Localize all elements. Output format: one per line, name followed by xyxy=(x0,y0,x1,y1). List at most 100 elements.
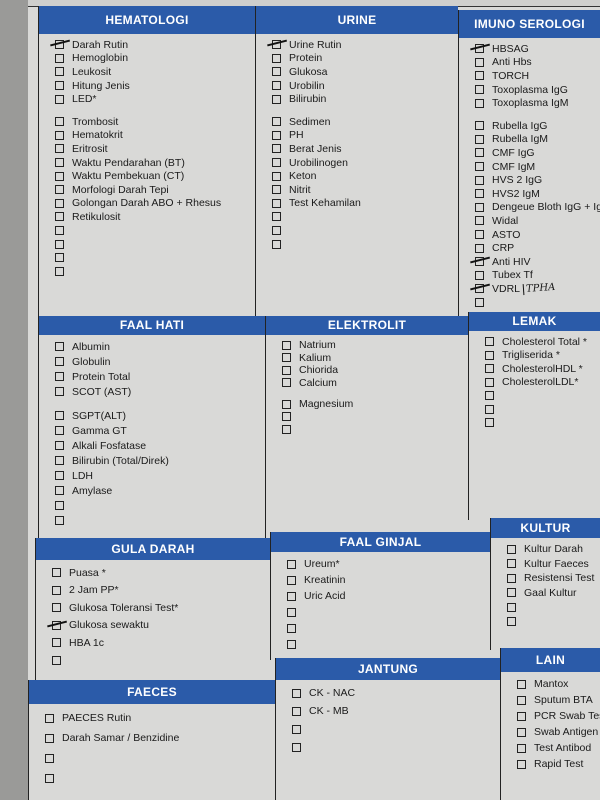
test-item[interactable]: Chiorida xyxy=(282,364,468,377)
checkbox[interactable] xyxy=(485,418,494,428)
test-item[interactable]: Glukosa sewaktu xyxy=(52,617,270,635)
test-item[interactable]: Nitrit xyxy=(272,183,458,197)
checkbox[interactable] xyxy=(475,175,484,185)
checkbox[interactable] xyxy=(55,212,64,222)
test-item[interactable]: Resistensi Test xyxy=(507,571,600,586)
checkbox[interactable] xyxy=(55,486,64,495)
checkbox[interactable] xyxy=(55,171,64,181)
test-item[interactable]: Keton xyxy=(272,169,458,183)
checkbox[interactable] xyxy=(45,773,54,783)
checkbox[interactable] xyxy=(55,253,64,263)
test-item[interactable]: CholesterolLDL* xyxy=(485,376,600,390)
test-item[interactable] xyxy=(475,296,600,310)
test-item[interactable]: Glukosa xyxy=(272,65,458,79)
test-item[interactable] xyxy=(507,600,600,615)
test-item[interactable]: CRP xyxy=(475,241,600,255)
checkbox[interactable] xyxy=(55,94,64,104)
test-item[interactable]: Darah Rutin xyxy=(55,38,255,52)
checkbox[interactable] xyxy=(485,391,494,401)
test-item[interactable]: Uric Acid xyxy=(287,588,490,604)
checkbox[interactable] xyxy=(272,158,281,168)
test-item[interactable] xyxy=(507,615,600,630)
checkbox[interactable] xyxy=(475,98,484,108)
test-item[interactable] xyxy=(55,224,255,238)
checkbox[interactable] xyxy=(272,67,281,77)
test-item[interactable] xyxy=(55,513,265,528)
checkbox[interactable] xyxy=(272,94,281,104)
test-item[interactable]: HBA 1c xyxy=(52,634,270,652)
test-item[interactable]: Puasa * xyxy=(52,564,270,582)
checkbox[interactable] xyxy=(282,424,291,434)
checkbox[interactable] xyxy=(517,759,526,769)
checkbox[interactable] xyxy=(475,57,484,67)
test-item[interactable] xyxy=(287,604,490,620)
test-item[interactable]: Mantox xyxy=(517,676,600,692)
test-item[interactable]: Natrium xyxy=(282,339,468,352)
test-item[interactable]: Urobilin xyxy=(272,79,458,93)
test-item[interactable]: Morfologi Darah Tepi xyxy=(55,183,255,197)
checkbox[interactable] xyxy=(52,568,61,578)
test-item[interactable]: Darah Samar / Benzidine xyxy=(45,728,275,748)
checkbox[interactable] xyxy=(517,743,526,753)
test-item[interactable]: LED* xyxy=(55,92,255,106)
checkbox[interactable] xyxy=(55,342,64,351)
checkbox[interactable] xyxy=(52,638,61,648)
test-item[interactable] xyxy=(55,251,255,265)
checkbox[interactable] xyxy=(272,212,281,222)
test-item[interactable]: CMF IgM xyxy=(475,160,600,174)
checkbox[interactable] xyxy=(282,412,291,422)
checkbox[interactable] xyxy=(485,404,494,414)
test-item[interactable]: Waktu Pendarahan (BT) xyxy=(55,156,255,170)
checkbox[interactable] xyxy=(272,53,281,63)
test-item[interactable]: Gamma GT xyxy=(55,423,265,438)
checkbox[interactable] xyxy=(517,695,526,705)
test-item[interactable] xyxy=(45,748,275,768)
checkbox[interactable] xyxy=(475,162,484,172)
checkbox[interactable] xyxy=(507,573,516,583)
test-item[interactable]: Anti HIV xyxy=(475,255,600,269)
test-item[interactable]: Kreatinin xyxy=(287,572,490,588)
test-item[interactable]: PH xyxy=(272,129,458,143)
checked-checkbox[interactable] xyxy=(52,620,61,630)
test-item[interactable]: Bilirubin xyxy=(272,92,458,106)
checkbox[interactable] xyxy=(52,603,61,613)
checkbox[interactable] xyxy=(475,189,484,199)
test-item[interactable]: Cholesterol Total * xyxy=(485,335,600,349)
checkbox[interactable] xyxy=(507,559,516,569)
test-item[interactable] xyxy=(485,416,600,430)
checkbox[interactable] xyxy=(55,372,64,381)
checkbox[interactable] xyxy=(287,591,296,601)
checkbox[interactable] xyxy=(292,706,301,716)
checkbox[interactable] xyxy=(55,130,64,140)
checkbox[interactable] xyxy=(55,516,64,525)
test-item[interactable]: SCOT (AST) xyxy=(55,384,265,399)
checkbox[interactable] xyxy=(55,117,64,127)
test-item[interactable] xyxy=(45,768,275,788)
test-item[interactable] xyxy=(52,652,270,670)
checkbox[interactable] xyxy=(485,377,494,387)
checkbox[interactable] xyxy=(55,53,64,63)
test-item[interactable]: Kalium xyxy=(282,352,468,365)
test-item[interactable]: Widal xyxy=(475,214,600,228)
test-item[interactable]: Kultur Darah xyxy=(507,542,600,557)
checkbox[interactable] xyxy=(272,171,281,181)
checkbox[interactable] xyxy=(517,711,526,721)
checkbox[interactable] xyxy=(485,350,494,360)
checkbox[interactable] xyxy=(282,365,291,375)
checkbox[interactable] xyxy=(287,623,296,633)
test-item[interactable] xyxy=(272,210,458,224)
test-item[interactable] xyxy=(485,403,600,417)
checkbox[interactable] xyxy=(55,426,64,435)
checkbox[interactable] xyxy=(272,239,281,249)
checkbox[interactable] xyxy=(52,585,61,595)
checked-checkbox[interactable] xyxy=(475,284,484,294)
test-item[interactable]: HVS 2 IgG xyxy=(475,173,600,187)
checkbox[interactable] xyxy=(475,243,484,253)
test-item[interactable]: PAECES Rutin xyxy=(45,708,275,728)
checkbox[interactable] xyxy=(55,501,64,510)
test-item[interactable]: Hematokrit xyxy=(55,129,255,143)
test-item[interactable]: SGPT(ALT) xyxy=(55,408,265,423)
test-item[interactable]: Dengeue Bloth IgG + IgM xyxy=(475,201,600,215)
checkbox[interactable] xyxy=(55,144,64,154)
test-item[interactable]: Tubex Tf xyxy=(475,269,600,283)
